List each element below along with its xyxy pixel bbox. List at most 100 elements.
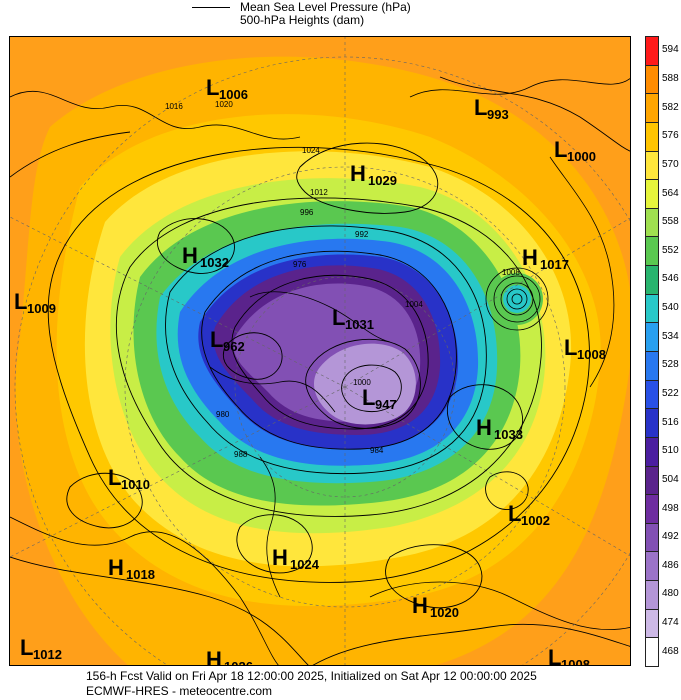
heights-legend-label: 500-hPa Heights (dam) — [240, 13, 365, 27]
pressure-center-value: 1031 — [345, 317, 374, 332]
high-center-letter: H — [476, 415, 492, 440]
colorbar-tick-label: 504 — [662, 473, 679, 485]
isobar-value-labels: 1016 1020 1024 1012 1008 1004 1000 996 992 988 984… — [165, 100, 520, 459]
isobars — [10, 76, 630, 665]
colorbar-swatch — [645, 293, 659, 324]
colorbar-swatch — [645, 551, 659, 582]
high-center-letter: H — [108, 555, 124, 580]
low-center-letter: L — [548, 645, 561, 666]
colorbar-swatch — [645, 379, 659, 410]
pressure-center-value: 1012 — [33, 647, 62, 662]
low-center-letter: L — [206, 75, 219, 100]
isobar-label: 976 — [293, 260, 307, 269]
high-center-letter: H — [350, 161, 366, 186]
pressure-center-value: 1024 — [290, 557, 320, 572]
colorbar-swatch — [645, 465, 659, 496]
low-center-letter: L — [20, 635, 33, 660]
colorbar-swatch — [645, 179, 659, 209]
colorbar-swatch — [645, 236, 659, 267]
weather-map: 1016 1020 1024 1012 1008 1004 1000 996 992 988 984… — [9, 36, 631, 666]
pressure-center-value: 1017 — [540, 257, 569, 272]
colorbar-tick-label: 516 — [662, 416, 679, 428]
colorbar-swatch — [645, 436, 659, 467]
isobar-label: 984 — [370, 446, 384, 455]
colorbar-swatch — [645, 64, 659, 95]
low-center-letter: L — [332, 305, 345, 330]
pressure-center-value: 1002 — [521, 513, 550, 528]
colorbar-tick-label: 480 — [662, 588, 679, 600]
colorbar-tick-label: 534 — [662, 330, 679, 342]
colorbar-swatch — [645, 150, 659, 181]
colorbar-tick-label: 498 — [662, 502, 679, 514]
colorbar-tick-label: 546 — [662, 273, 679, 285]
coastlines — [10, 77, 630, 665]
pressure-center-value: 947 — [375, 397, 397, 412]
colorbar-tick-label: 570 — [662, 158, 679, 170]
colorbar-tick-label: 492 — [662, 531, 679, 543]
colorbar-tick-label: 576 — [662, 130, 679, 142]
pressure-center-value: 1032 — [200, 255, 229, 270]
isobar-label: 1008 — [502, 268, 520, 277]
colorbar-swatch — [645, 580, 659, 610]
isobar-label: 1012 — [310, 188, 328, 197]
isobar-label: 1000 — [353, 378, 371, 387]
isobar-label: 992 — [355, 230, 369, 239]
model-source: ECMWF-HRES - meteocentre.com — [86, 684, 273, 698]
pressure-center-value: 962 — [223, 339, 245, 354]
pressure-center-value: 1010 — [121, 477, 150, 492]
map-legend: Mean Sea Level Pressure (hPa) 500-hPa He… — [0, 0, 681, 36]
isobar-label: 996 — [300, 208, 314, 217]
colorbar-tick-label: 528 — [662, 359, 679, 371]
isobar-label: 1024 — [302, 146, 320, 155]
isobar-label: 1020 — [215, 100, 233, 109]
colorbar-swatch — [645, 522, 659, 553]
isobar-label: 1004 — [405, 300, 423, 309]
isobar-legend-label: Mean Sea Level Pressure (hPa) — [240, 0, 411, 14]
colorbar-tick-label: 588 — [662, 72, 679, 84]
lat-lon-grid — [10, 37, 630, 665]
colorbar-tick-label: 564 — [662, 187, 679, 199]
pressure-center-value: 1000 — [567, 149, 596, 164]
high-center-letter: H — [272, 545, 288, 570]
pressure-center-value: 1008 — [561, 657, 590, 666]
colorbar-tick-label: 552 — [662, 244, 679, 256]
pressure-center-value: 1008 — [577, 347, 606, 362]
cutoff-low-isobars — [485, 267, 549, 331]
pressure-center-value: 1026 — [224, 659, 253, 666]
low-center-letter: L — [14, 289, 27, 314]
colorbar-swatch — [645, 93, 659, 123]
colorbar-swatch — [645, 121, 659, 152]
colorbar-swatch — [645, 36, 659, 66]
low-center-letter: L — [474, 95, 487, 120]
pressure-center-value: 1006 — [219, 87, 248, 102]
colorbar-swatch — [645, 207, 659, 238]
low-center-letter: L — [564, 335, 577, 360]
colorbar-tick-label: 468 — [662, 645, 679, 657]
low-center-letter: L — [554, 137, 567, 162]
colorbar-swatch — [645, 637, 659, 667]
pressure-center-value: 1033 — [494, 427, 523, 442]
weather-map-svg: 1016 1020 1024 1012 1008 1004 1000 996 992 988 984… — [10, 37, 630, 666]
isobar-label: 988 — [234, 450, 248, 459]
colorbar-swatch — [645, 322, 659, 352]
colorbar-tick-label: 594 — [662, 44, 679, 56]
low-center-letter: L — [508, 501, 521, 526]
height-colorbar — [645, 36, 659, 667]
pressure-center-value: 1029 — [368, 173, 397, 188]
high-center-letter: H — [522, 245, 538, 270]
heights-band-480 — [313, 343, 416, 425]
isobar-label: 980 — [216, 410, 230, 419]
colorbar-swatch — [645, 408, 659, 438]
isobar-legend-line — [192, 7, 230, 8]
low-center-letter: L — [210, 327, 223, 352]
colorbar-swatch — [645, 265, 659, 295]
colorbar-tick-label: 558 — [662, 216, 679, 228]
pressure-center-value: 1009 — [27, 301, 56, 316]
colorbar-swatch — [645, 351, 659, 381]
colorbar-tick-label: 486 — [662, 559, 679, 571]
forecast-valid-info: 156-h Fcst Valid on Fri Apr 18 12:00:00 … — [86, 669, 537, 683]
low-center-letter: L — [362, 385, 375, 410]
pressure-center-value: 1020 — [430, 605, 459, 620]
colorbar-tick-label: 522 — [662, 387, 679, 399]
